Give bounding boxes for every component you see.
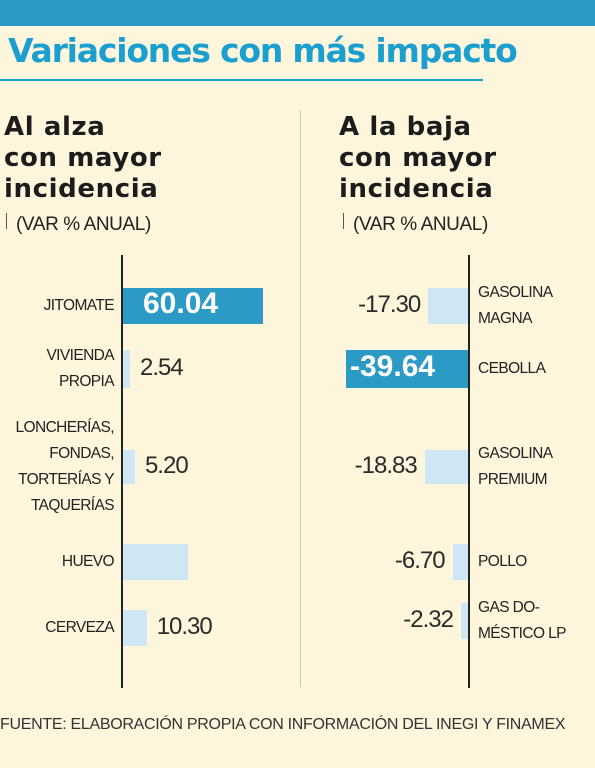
right-category-label: POLLO: [478, 553, 527, 570]
right-chart-axis: [468, 255, 470, 688]
right-bar: [452, 544, 468, 580]
left-category-label: VIVIENDA PROPIA: [46, 347, 114, 390]
top-accent-bar: [0, 0, 595, 26]
left-bar: [123, 544, 188, 580]
left-bar-value-label: 10.30: [156, 613, 213, 640]
left-bar-value-label: 5.20: [144, 452, 189, 479]
right-bar-value-label: -18.83: [354, 452, 418, 479]
right-subtitle-tick: [343, 213, 344, 229]
left-category-label: LONCHERÍAS, FONDAS, TORTERÍAS Y TAQUERÍA…: [15, 419, 115, 514]
right-category-label: GAS DO- MÉSTICO LP: [478, 599, 566, 642]
right-bar: [428, 288, 468, 324]
left-category-label: HUEVO: [61, 553, 115, 570]
right-bar: [346, 350, 468, 388]
right-chart-subtitle: (VAR % ANUAL): [353, 214, 488, 235]
right-bar-value-label: -2.32: [403, 606, 454, 633]
right-bar: [424, 450, 468, 484]
right-category-label: CEBOLLA: [478, 360, 546, 377]
right-bar-value-label: -17.30: [358, 291, 421, 318]
right-bar-value-label: -6.70: [394, 547, 446, 574]
right-bar: [461, 603, 468, 639]
title-underline: [0, 79, 483, 81]
right-category-label: GASOLINA MAGNA: [478, 284, 553, 327]
left-category-label: CERVEZA: [45, 619, 114, 636]
left-chart-heading: Al alza con mayor incidencia: [4, 112, 162, 204]
left-category-label: JITOMATE: [43, 297, 115, 314]
right-category-label: GASOLINA PREMIUM: [478, 445, 553, 488]
left-bar: [123, 288, 263, 324]
left-bar-value-label: 2.54: [140, 354, 184, 381]
page-title: Variaciones con más impacto: [8, 31, 518, 70]
left-bar: [123, 450, 135, 484]
right-chart-heading: A la baja con mayor incidencia: [339, 112, 497, 204]
left-bar: [123, 610, 147, 646]
left-chart-subtitle: (VAR % ANUAL): [16, 214, 151, 235]
column-divider: [300, 110, 301, 687]
right-bar-value-label: -39.64: [350, 350, 436, 383]
left-bar: [123, 350, 130, 388]
left-chart-axis: [121, 255, 123, 688]
left-bar-value-label: 60.04: [143, 287, 219, 320]
source-note: FUENTE: ELABORACIÓN PROPIA CON INFORMACI…: [0, 716, 566, 733]
left-subtitle-tick: [6, 213, 7, 229]
